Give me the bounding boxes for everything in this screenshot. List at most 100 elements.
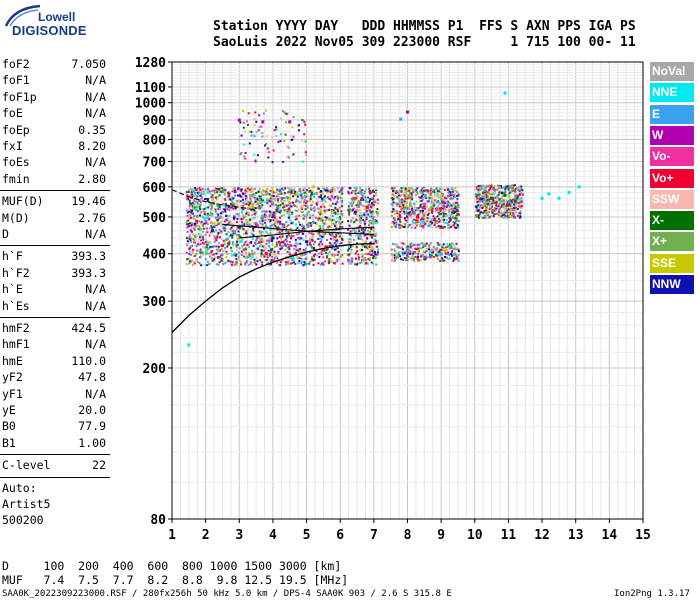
echo-pixel	[295, 217, 298, 220]
echo-pixel	[199, 237, 202, 240]
echo-pixel	[286, 236, 289, 239]
echo-pixel	[264, 247, 267, 250]
echo-pixel	[338, 206, 341, 209]
echo-pixel	[222, 227, 225, 230]
echo-pixel	[422, 209, 425, 212]
echo-pixel	[264, 216, 267, 219]
echo-pixel	[280, 247, 283, 250]
echo-pixel	[450, 254, 453, 257]
echo-pixel	[477, 192, 480, 195]
echo-pixel	[283, 205, 286, 208]
echo-pixel	[298, 249, 301, 252]
series-point-e	[439, 252, 443, 256]
echo-pixel	[213, 201, 216, 204]
echo-pixel	[326, 255, 329, 258]
echo-pixel	[202, 246, 205, 249]
echo-pixel	[206, 212, 209, 215]
echo-pixel	[234, 214, 237, 217]
echo-pixel	[306, 212, 309, 215]
echo-pixel	[479, 211, 482, 214]
echo-pixel	[402, 242, 405, 245]
echo-pixel	[480, 185, 483, 188]
echo-pixel	[474, 193, 477, 196]
echo-pixel	[508, 196, 511, 199]
echo-pixel	[297, 129, 300, 132]
echo-pixel	[503, 192, 506, 195]
echo-pixel	[477, 196, 480, 199]
echo-pixel	[187, 222, 190, 225]
echo-pixel	[371, 203, 374, 206]
echo-pixel	[190, 236, 193, 239]
echo-pixel	[447, 191, 450, 194]
header-line-2: SaoLuis 2022 Nov05 309 223000 RSF 1 715 …	[213, 35, 636, 50]
echo-pixel	[272, 219, 275, 222]
echo-pixel	[426, 190, 429, 193]
echo-pixel	[193, 224, 196, 227]
echo-pixel	[486, 201, 489, 204]
echo-pixel	[332, 193, 335, 196]
echo-pixel	[253, 213, 256, 216]
echo-pixel	[437, 224, 440, 227]
echo-pixel	[505, 199, 508, 202]
echo-pixel	[202, 227, 205, 230]
echo-pixel	[261, 222, 264, 225]
echo-pixel	[364, 256, 367, 259]
echo-pixel	[316, 200, 319, 203]
echo-pixel	[319, 213, 322, 216]
echo-pixel	[369, 248, 372, 251]
echo-pixel	[226, 191, 229, 194]
echo-pixel	[320, 212, 323, 215]
echo-pixel	[311, 258, 314, 261]
echo-pixel	[341, 188, 344, 191]
echo-pixel	[225, 233, 228, 236]
echo-pixel	[501, 214, 504, 217]
echo-pixel	[301, 224, 304, 227]
echo-pixel	[230, 246, 233, 249]
echo-pixel	[444, 252, 447, 255]
echo-pixel	[507, 193, 510, 196]
echo-pixel	[503, 213, 506, 216]
echo-pixel	[486, 214, 489, 217]
echo-pixel	[192, 222, 195, 225]
echo-pixel	[492, 192, 495, 195]
echo-pixel	[292, 189, 295, 192]
echo-pixel	[437, 206, 440, 209]
echo-pixel	[287, 146, 290, 149]
echo-pixel	[400, 190, 403, 193]
echo-pixel	[237, 255, 240, 258]
echo-pixel	[270, 212, 273, 215]
echo-pixel	[411, 244, 414, 247]
echo-pixel	[340, 205, 343, 208]
echo-pixel	[457, 250, 460, 253]
echo-pixel	[228, 220, 231, 223]
echo-pixel	[417, 255, 420, 258]
echo-pixel	[421, 214, 424, 217]
echo-pixel	[430, 218, 433, 221]
echo-pixel	[301, 211, 304, 214]
echo-pixel	[421, 241, 424, 244]
echo-pixel	[405, 259, 408, 262]
echo-pixel	[454, 248, 457, 251]
echo-pixel	[329, 241, 332, 244]
echo-pixel	[314, 216, 317, 219]
echo-pixel	[267, 263, 270, 266]
echo-pixel	[287, 251, 290, 254]
echo-pixel	[288, 261, 291, 264]
echo-pixel	[333, 238, 336, 241]
echo-pixel	[278, 211, 281, 214]
echo-pixel	[438, 218, 441, 221]
echo-pixel	[455, 194, 458, 197]
echo-pixel	[204, 207, 207, 210]
echo-pixel	[202, 238, 205, 241]
echo-pixel	[186, 258, 189, 261]
echo-pixel	[218, 187, 221, 190]
echo-pixel	[234, 232, 237, 235]
separator	[0, 317, 110, 318]
echo-pixel	[440, 249, 443, 252]
echo-pixel	[440, 193, 443, 196]
echo-pixel	[275, 191, 278, 194]
echo-pixel	[410, 187, 413, 190]
echo-pixel	[515, 186, 518, 189]
echo-pixel	[224, 202, 227, 205]
series-point-vo-	[352, 196, 356, 200]
